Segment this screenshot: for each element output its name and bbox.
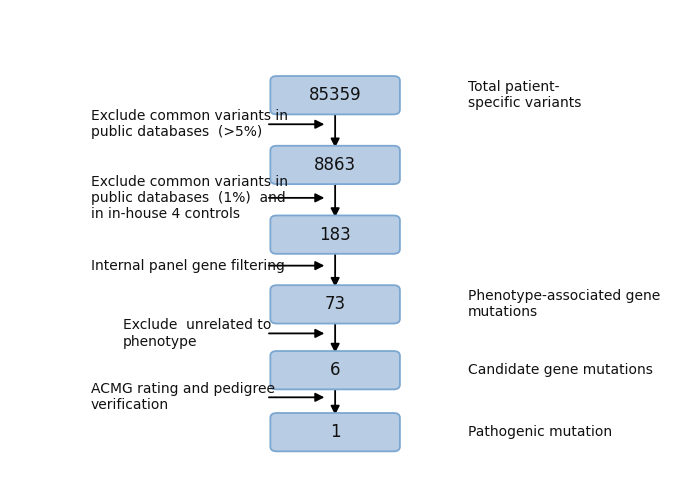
FancyBboxPatch shape (271, 351, 400, 389)
FancyBboxPatch shape (271, 146, 400, 184)
Text: 85359: 85359 (309, 86, 362, 104)
Text: 6: 6 (330, 361, 340, 379)
Text: Exclude common variants in
public databases  (1%)  and
in in-house 4 controls: Exclude common variants in public databa… (91, 175, 288, 221)
Text: 8863: 8863 (314, 156, 356, 174)
Text: Internal panel gene filtering: Internal panel gene filtering (91, 259, 285, 273)
Text: Total patient-
specific variants: Total patient- specific variants (468, 80, 582, 110)
Text: 183: 183 (319, 226, 351, 243)
Text: Candidate gene mutations: Candidate gene mutations (468, 363, 653, 377)
FancyBboxPatch shape (271, 76, 400, 114)
Text: 73: 73 (325, 295, 346, 313)
Text: Pathogenic mutation: Pathogenic mutation (468, 425, 612, 439)
Text: ACMG rating and pedigree
verification: ACMG rating and pedigree verification (91, 382, 275, 412)
Text: Phenotype-associated gene
mutations: Phenotype-associated gene mutations (468, 289, 660, 319)
FancyBboxPatch shape (271, 215, 400, 254)
Text: Exclude  unrelated to
phenotype: Exclude unrelated to phenotype (123, 318, 271, 349)
FancyBboxPatch shape (271, 413, 400, 451)
Text: 1: 1 (329, 423, 340, 441)
FancyBboxPatch shape (271, 285, 400, 323)
Text: Exclude common variants in
public databases  (>5%): Exclude common variants in public databa… (91, 109, 288, 139)
